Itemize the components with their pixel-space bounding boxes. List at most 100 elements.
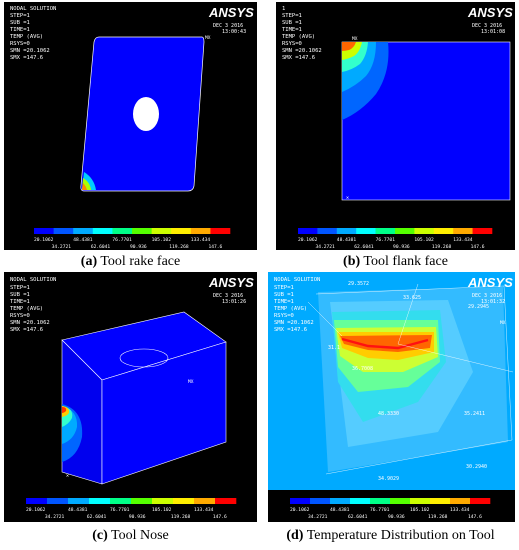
legend-swatch: [450, 498, 471, 504]
caption-letter: (b): [343, 254, 361, 269]
legend-swatch: [375, 228, 396, 234]
legend-tick-top: 20.1062: [290, 507, 310, 513]
legend-tick-bottom: 34.2721: [52, 244, 72, 250]
ansys-logo: ANSYS: [467, 5, 513, 20]
rake-face-plot: NODAL SOLUTION STEP=1 SUB =1 TIME=1 TEMP…: [10, 5, 254, 250]
legend-swatch: [317, 228, 338, 234]
info-line: SUB =1: [10, 20, 30, 26]
mx-marker: MX: [500, 320, 506, 326]
legend-swatch: [290, 498, 311, 504]
info-line: SUB =1: [282, 20, 302, 26]
legend-swatch: [171, 228, 192, 234]
info-line: TEMP (AVG): [274, 306, 307, 312]
legend-swatch: [151, 228, 172, 234]
legend-tick-bottom: 90.936: [388, 514, 405, 520]
mx-marker: MX: [205, 35, 211, 41]
legend-tick-bottom: 90.936: [393, 244, 410, 250]
caption-a: (a) Tool rake face: [4, 254, 257, 270]
color-legend: 20.1062 48.4381 76.7701 105.102 133.434 34.27…: [26, 498, 237, 520]
legend-tick-top: 133.434: [453, 237, 473, 243]
legend-tick-top: 20.1062: [34, 237, 54, 243]
legend-tick-bottom: 34.2721: [308, 514, 328, 520]
info-line: STEP=1: [10, 13, 30, 19]
time-label: 13:01:26: [222, 299, 246, 305]
legend-swatch: [173, 498, 195, 504]
mesh-line: [307, 301, 343, 337]
temperature-distribution-plot: NODAL SOLUTION STEP=1 SUB =1 TIME=1 TEMP…: [268, 272, 515, 522]
legend-tick-bottom: 147.6: [468, 514, 482, 520]
caption-text: Tool flank face: [363, 254, 448, 269]
flank-face-shape: [341, 41, 511, 201]
hot-ridge: [341, 337, 429, 350]
legend-swatch: [350, 498, 371, 504]
legend-tick-bottom: 90.936: [129, 514, 146, 520]
caption-letter: (a): [80, 254, 98, 269]
legend-tick-top: 76.7701: [112, 237, 132, 243]
date-label: DEC 3 2016: [472, 293, 502, 299]
legend-tick-top: 48.4381: [337, 237, 357, 243]
legend-swatch: [152, 498, 174, 504]
info-line: SMN =20.1062: [282, 48, 322, 54]
legend-swatch: [34, 228, 54, 234]
info-line: RSYS=0: [282, 41, 302, 47]
legend-swatch: [26, 498, 48, 504]
legend-tick-top: 133.434: [191, 237, 211, 243]
legend-swatch: [89, 498, 111, 504]
legend-tick-bottom: 119.268: [428, 514, 448, 520]
mx-marker: MX: [352, 36, 358, 42]
legend-swatch: [298, 228, 318, 234]
legend-tick-top: 105.102: [152, 507, 172, 513]
legend-swatch: [336, 228, 357, 234]
node-label: 48.3330: [378, 411, 399, 417]
info-line: STEP=1: [282, 13, 302, 19]
color-legend: 20.1062 48.4381 76.7701 105.102 133.434 34.27…: [34, 228, 231, 250]
mesh-outline: [315, 285, 513, 475]
node-label: 33.625: [403, 295, 421, 301]
caption-b: (b) Tool flank face: [276, 254, 515, 270]
legend-tick-top: 20.1062: [26, 507, 46, 513]
node-label: 35.2411: [464, 411, 485, 417]
legend-tick-top: 48.4381: [73, 237, 93, 243]
info-line: SUB =1: [10, 292, 30, 298]
node-label: 30.2940: [466, 464, 487, 470]
legend-tick-top: 105.102: [152, 237, 172, 243]
color-legend: 20.1062 48.4381 76.7701 105.102 133.434 34.27…: [298, 228, 493, 250]
date-label: DEC 3 2016: [213, 293, 243, 299]
legend-tick-bottom: 62.6041: [87, 514, 107, 520]
legend-tick-top: 133.434: [450, 507, 470, 513]
info-line: STEP=1: [10, 285, 30, 291]
node-label: 29.3572: [348, 281, 369, 287]
info-line: TEMP (AVG): [282, 34, 315, 40]
info-line: SMX =147.6: [10, 55, 43, 61]
caption-d: (d) Temperature Distribution on Tool: [262, 528, 519, 544]
legend-tick-top: 20.1062: [298, 237, 318, 243]
legend-tick-bottom: 147.6: [208, 244, 222, 250]
ansys-logo: ANSYS: [208, 275, 254, 290]
legend-tick-bottom: 62.6041: [348, 514, 368, 520]
legend-swatch: [410, 498, 431, 504]
ansys-logo: ANSYS: [208, 5, 254, 20]
mesh-line: [397, 343, 514, 373]
info-line: STEP=1: [274, 285, 294, 291]
legend-swatch: [370, 498, 391, 504]
info-line: TEMP (AVG): [10, 306, 43, 312]
caption-text: Temperature Distribution on Tool: [306, 528, 495, 543]
legend-swatch: [433, 228, 454, 234]
node-label: 31.1: [328, 345, 340, 351]
time-label: 13:00:43: [222, 29, 246, 35]
info-line: TEMP (AVG): [10, 34, 43, 40]
info-line: SMN =20.1062: [274, 320, 314, 326]
legend-tick-top: 76.7701: [370, 507, 390, 513]
info-line: RSYS=0: [10, 313, 30, 319]
panel-temperature-distribution: NODAL SOLUTION STEP=1 SUB =1 TIME=1 TEMP…: [268, 272, 515, 522]
legend-swatch: [68, 498, 90, 504]
legend-tick-top: 76.7701: [110, 507, 130, 513]
node-label: 34.9029: [378, 476, 399, 482]
legend-swatch: [430, 498, 451, 504]
legend-swatch: [73, 228, 94, 234]
legend-tick-bottom: 34.2721: [315, 244, 335, 250]
node-label: 29.2945: [468, 304, 489, 310]
legend-tick-bottom: 62.6041: [91, 244, 111, 250]
legend-swatch: [110, 498, 132, 504]
caption-text: Tool Nose: [111, 528, 169, 543]
